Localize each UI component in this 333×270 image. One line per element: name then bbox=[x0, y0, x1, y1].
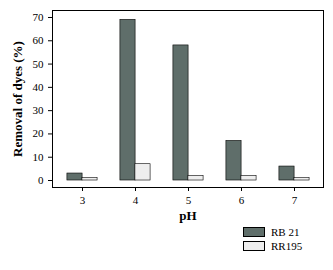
svg-text:50: 50 bbox=[33, 58, 45, 70]
svg-text:Removal of dyes (%): Removal of dyes (%) bbox=[10, 41, 25, 157]
html-text:RR195: RR195 bbox=[271, 240, 303, 252]
svg-text:5: 5 bbox=[186, 194, 192, 206]
svg-text:40: 40 bbox=[33, 81, 45, 93]
svg-text:70: 70 bbox=[33, 11, 45, 23]
svg-text:60: 60 bbox=[33, 34, 45, 46]
svg-text:3: 3 bbox=[80, 194, 86, 206]
svg-text:10: 10 bbox=[33, 151, 45, 163]
svg-text:6: 6 bbox=[239, 194, 245, 206]
svg-text:20: 20 bbox=[33, 127, 45, 139]
svg-text:pH: pH bbox=[179, 208, 196, 223]
svg-text:30: 30 bbox=[33, 104, 45, 116]
html-text:RB 21: RB 21 bbox=[271, 226, 300, 238]
svg-text:7: 7 bbox=[292, 194, 298, 206]
svg-text:4: 4 bbox=[133, 194, 139, 206]
svg-text:0: 0 bbox=[38, 174, 44, 186]
